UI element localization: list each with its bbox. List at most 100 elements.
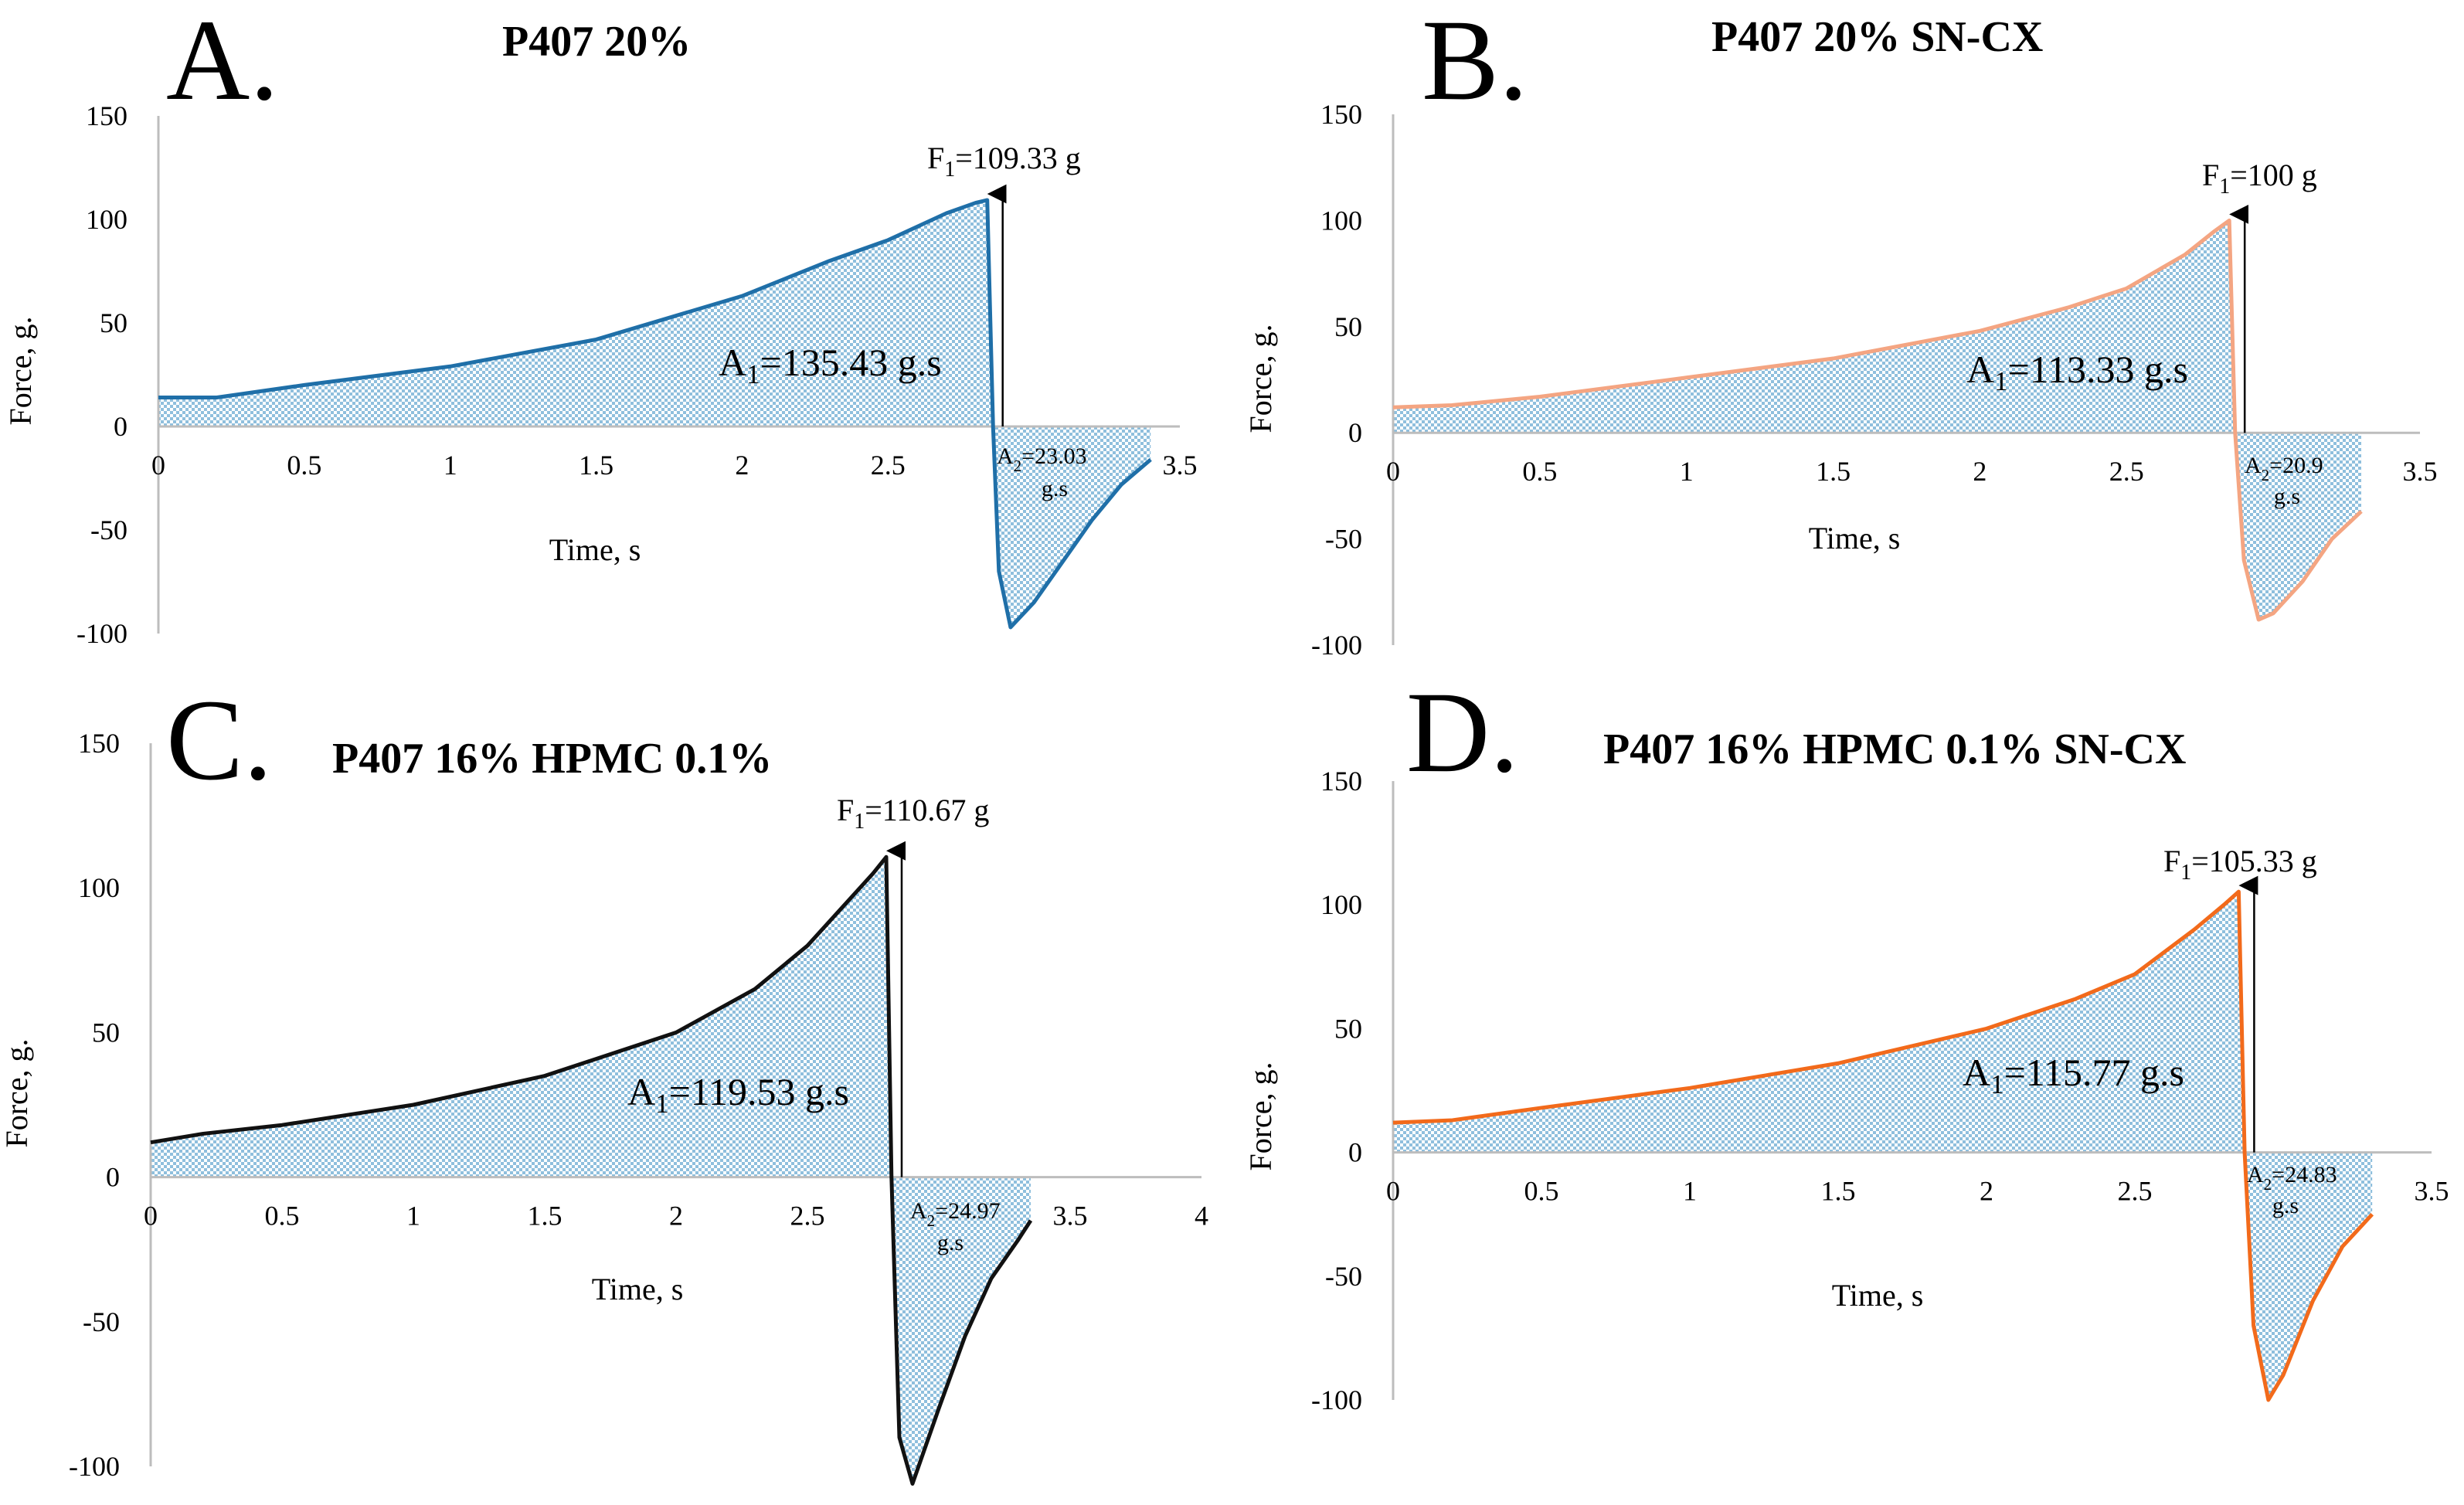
y-tick-label: 0 [1348, 1137, 1362, 1168]
chart-3: 150 100 50 0 -50 -100 0 0.5 1 1.5 2 2.5 3.5 Time, s Fo… [1243, 766, 2449, 1415]
y-tick-label: 50 [1334, 311, 1362, 342]
negative-area-label-value: =24.83 [2272, 1162, 2337, 1187]
positive-area-label-subscript: 1 [746, 359, 760, 389]
negative-area-label-value: =23.03 [1021, 443, 1086, 469]
y-tick-label: 0 [114, 411, 127, 442]
y-tick-label: -50 [90, 515, 127, 545]
y-axis-title: Force, g. [0, 1038, 34, 1147]
y-tick-label: -100 [69, 1451, 120, 1482]
panel-title: P407 16% HPMC 0.1% [332, 735, 772, 783]
peak-force-label-value: =109.33 g [955, 141, 1081, 175]
y-tick-label: 0 [106, 1162, 120, 1193]
positive-area-label: A1=115.77 g.s [1963, 1051, 2184, 1099]
x-tick-label: 1.5 [1816, 456, 1851, 487]
y-tick-label: 150 [1320, 99, 1362, 130]
x-tick-label: 2.5 [790, 1201, 825, 1232]
negative-area-label: A2=23.03 [997, 443, 1087, 475]
peak-force-label: F1=105.33 g [2163, 844, 2317, 885]
y-tick-label: 100 [78, 872, 120, 903]
y-tick-label: 100 [1320, 889, 1362, 920]
x-tick-label: 1.5 [528, 1201, 562, 1232]
panel-letter: C. [166, 676, 273, 804]
peak-force-label-value: =110.67 g [865, 793, 989, 827]
x-tick-label: 0.5 [265, 1201, 300, 1232]
x-tick-label: 3.5 [1163, 450, 1198, 481]
y-tick-label: -50 [83, 1306, 120, 1337]
x-tick-label: 0.5 [287, 450, 321, 481]
x-tick-label: 1.5 [579, 450, 613, 481]
negative-area-unit: g.s [2274, 484, 2300, 509]
positive-area-label-symbol: A [1963, 1051, 1990, 1094]
panel-title: P407 20% SN-CX [1711, 13, 2043, 61]
negative-area-label: A2=20.9 [2245, 453, 2323, 484]
x-tick-label: 2.5 [871, 450, 906, 481]
x-tick-label: 2 [1973, 456, 1986, 487]
x-tick-label: 2.5 [2109, 456, 2144, 487]
x-tick-label: 1 [406, 1201, 420, 1232]
negative-area-label-subscript: 2 [2262, 466, 2270, 484]
x-tick-label: 3.5 [2403, 456, 2438, 487]
peak-force-label-subscript: 1 [944, 158, 955, 182]
x-tick-label: 2 [1980, 1176, 1993, 1207]
y-axis-title: Force, g. [1243, 324, 1278, 433]
chart-2: 150 100 50 0 -50 -100 0 0.5 1 1.5 2 2.5 3.5 4 Time, s F… [0, 728, 1208, 1486]
negative-area-label: A2=24.83 [2247, 1162, 2337, 1194]
panel-letter: D. [1406, 668, 1519, 797]
x-tick-label: 0.5 [1524, 1176, 1559, 1207]
positive-area-label-symbol: A [719, 341, 746, 384]
x-axis-title: Time, s [1809, 521, 1901, 555]
positive-area-label-value: =135.43 g.s [760, 341, 942, 384]
y-tick-label: -100 [76, 618, 127, 649]
panel-title: P407 16% HPMC 0.1% SN-CX [1603, 725, 2186, 773]
panel-a: A. P407 20% [166, 0, 691, 124]
x-tick-label: 0 [1386, 1176, 1400, 1207]
y-tick-label: -50 [1325, 524, 1362, 555]
negative-area-label-symbol: A [910, 1198, 927, 1224]
negative-area-unit: g.s [937, 1230, 964, 1255]
positive-area-label-value: =113.33 g.s [2008, 348, 2188, 391]
peak-force-label-subscript: 1 [2180, 861, 2191, 885]
positive-area-label-subscript: 1 [1990, 1069, 2004, 1099]
series-line [158, 198, 1152, 630]
x-tick-label: 2 [669, 1201, 683, 1232]
y-tick-label: 150 [86, 100, 127, 131]
y-axis-title: Force, g. [3, 316, 38, 425]
x-tick-label: 0 [151, 450, 165, 481]
chart-0: 150 100 50 0 -50 -100 0 0.5 1 1.5 2 2.5 3.5 Time, s Fo… [3, 100, 1198, 649]
peak-force-label-value: =105.33 g [2191, 844, 2317, 878]
series-line [1392, 218, 2363, 622]
peak-force-label-symbol: F [2163, 844, 2180, 878]
x-tick-label: 3.5 [2415, 1176, 2449, 1207]
peak-force-label-symbol: F [837, 793, 854, 827]
series-line [1392, 889, 2374, 1402]
x-tick-label: 1.5 [1821, 1176, 1856, 1207]
area-fill [151, 857, 1031, 1484]
positive-area-label-subscript: 1 [1994, 366, 2008, 396]
negative-area-label-symbol: A [2245, 453, 2262, 478]
y-tick-label: 150 [78, 728, 120, 759]
positive-area-label-value: =115.77 g.s [2004, 1051, 2184, 1094]
positive-area-label: A1=135.43 g.s [719, 341, 942, 389]
x-tick-label: 0.5 [1522, 456, 1557, 487]
y-tick-label: 50 [92, 1017, 120, 1048]
negative-area-unit: g.s [1042, 476, 1068, 501]
x-tick-label: 1 [444, 450, 457, 481]
negative-area-label-value: =24.97 [935, 1198, 1000, 1224]
negative-area-label: A2=24.97 [910, 1198, 1001, 1230]
y-tick-label: -100 [1311, 1384, 1362, 1415]
x-tick-label: 2 [735, 450, 749, 481]
panel-letter: B. [1422, 0, 1528, 124]
positive-area-label-symbol: A [1966, 348, 1994, 391]
peak-force-label-symbol: F [2202, 158, 2219, 192]
x-tick-label: 3.5 [1053, 1201, 1088, 1232]
positive-area-label-symbol: A [627, 1070, 655, 1113]
panel-b: B. P407 20% SN-CX [1422, 0, 2043, 124]
peak-force-label-subscript: 1 [2219, 175, 2230, 199]
x-axis-title: Time, s [1832, 1278, 1924, 1313]
negative-area-label-subscript: 2 [927, 1211, 936, 1230]
area-fill [1393, 220, 2362, 620]
positive-area-label-subscript: 1 [655, 1089, 669, 1119]
positive-area-label: A1=113.33 g.s [1966, 348, 2188, 396]
